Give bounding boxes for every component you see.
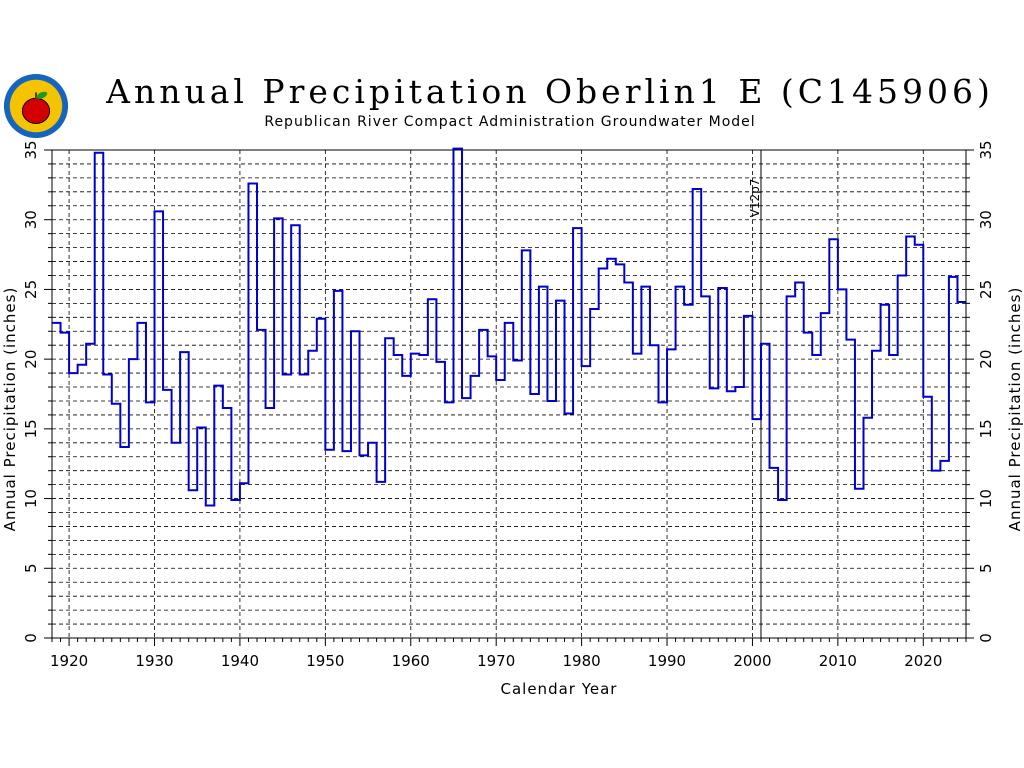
chart-subtitle: Republican River Compact Administration …	[264, 114, 756, 130]
y-axis-label-right: Annual Precipitation (inches)	[1006, 287, 1024, 532]
y-right-tick-label: 0	[977, 633, 995, 643]
y-left-tick-label: 35	[22, 140, 40, 159]
apple-seal-icon	[3, 73, 69, 139]
x-tick-label: 2000	[733, 652, 771, 670]
y-left-tick-label: 5	[22, 564, 40, 574]
y-right-tick-label: 5	[977, 564, 995, 574]
x-tick-label: 1940	[221, 652, 259, 670]
x-axis-label: Calendar Year	[501, 680, 618, 698]
y-left-tick-label: 15	[22, 419, 40, 438]
x-tick-label: 1930	[135, 652, 173, 670]
y-left-tick-label: 20	[22, 350, 40, 369]
x-tick-label: 1980	[563, 652, 601, 670]
precip-step-line	[52, 147, 966, 507]
plot-frame	[51, 149, 967, 639]
x-tick-label: 1920	[50, 652, 88, 670]
grid-lines	[52, 150, 966, 638]
y-left-tick-label: 0	[22, 633, 40, 643]
y-left-tick-label: 10	[22, 489, 40, 508]
precip-series	[52, 147, 966, 507]
x-tick-label: 1950	[306, 652, 344, 670]
chart-title: Annual Precipitation Oberlin1 E (C145906…	[106, 72, 994, 111]
y-right-tick-label: 30	[977, 210, 995, 229]
y-axis-label-left: Annual Precipitation (inches)	[1, 287, 19, 532]
y-left-tick-label: 25	[22, 280, 40, 299]
x-tick-label: 1960	[392, 652, 430, 670]
y-right-tick-label: 10	[977, 489, 995, 508]
x-tick-label: 2010	[819, 652, 857, 670]
y-right-tick-label: 25	[977, 280, 995, 299]
y-right-tick-label: 20	[977, 350, 995, 369]
model-version-label: V12p7	[748, 179, 762, 218]
x-tick-label: 2020	[904, 652, 942, 670]
y-right-tick-label: 15	[977, 419, 995, 438]
y-right-tick-label: 35	[977, 140, 995, 159]
y-left-tick-label: 30	[22, 210, 40, 229]
x-tick-label: 1970	[477, 652, 515, 670]
x-tick-label: 1990	[648, 652, 686, 670]
